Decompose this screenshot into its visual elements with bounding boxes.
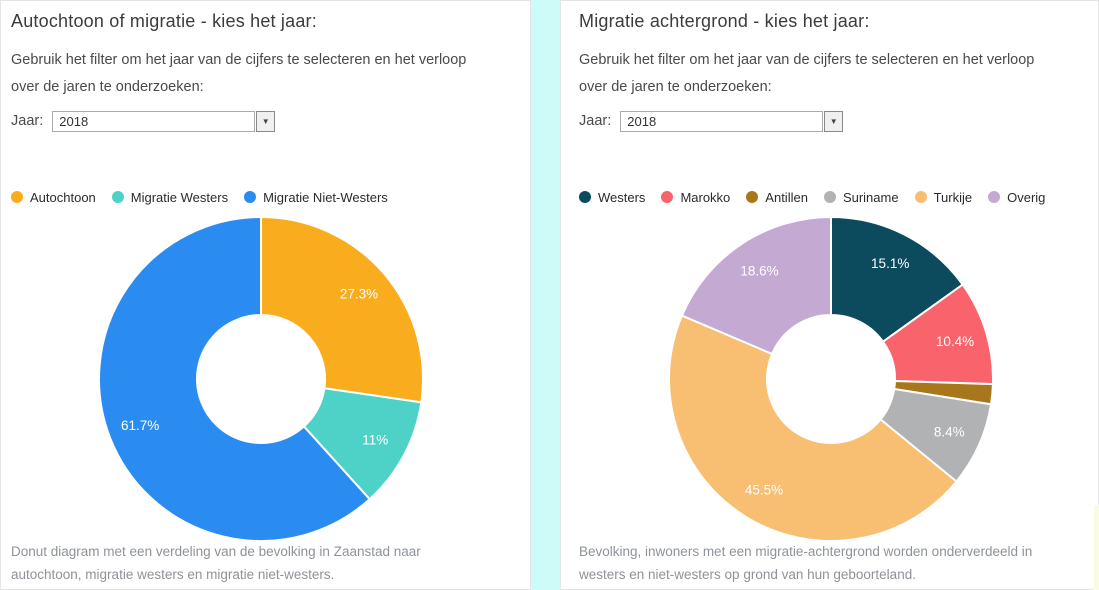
legend-label: Westers [598, 189, 646, 205]
slice-label-westers: 15.1% [871, 256, 909, 271]
donut-slice-migratie-niet-westers[interactable] [98, 215, 372, 542]
legend-item-overig[interactable]: Overig [988, 190, 1045, 205]
legend-label: Migratie Niet-Westers [263, 189, 388, 205]
legend-item-autochtoon[interactable]: Autochtoon [11, 190, 96, 205]
slice-label-suriname: 8.4% [934, 425, 965, 440]
legend-color-dot [823, 191, 836, 203]
chart-legend: Westers Marokko Antillen Suriname Turkije Ove… [579, 189, 1078, 205]
year-select-value[interactable]: 2018 [620, 110, 824, 132]
legend-color-dot [244, 191, 257, 203]
chevron-down-icon[interactable]: ▼ [824, 110, 844, 132]
panel-autochtoon-migratie: Autochtoon of migratie - kies het jaar: … [0, 0, 531, 590]
legend-color-dot [661, 191, 674, 203]
chevron-down-icon[interactable]: ▼ [256, 110, 276, 132]
slice-label-migratie-niet-westers: 61.7% [121, 418, 159, 433]
chart-caption: Donut diagram met een verdeling van de b… [11, 544, 421, 582]
legend-label: Overig [1007, 189, 1046, 205]
year-select[interactable]: 2018 ▼ [620, 110, 844, 132]
year-filter-row: Jaar: 2018 ▼ [11, 110, 510, 132]
slice-label-migratie-westers: 11% [362, 433, 388, 448]
legend-label: Suriname [842, 189, 899, 205]
legend-color-dot [111, 191, 124, 203]
legend-item-migratie-niet-westers[interactable]: Migratie Niet-Westers [244, 190, 388, 205]
legend-color-dot [11, 191, 23, 203]
year-select-value[interactable]: 2018 [52, 110, 256, 132]
legend-item-suriname[interactable]: Suriname [823, 189, 899, 205]
donut-chart-achtergrond: 15.1% 10.4% 8.4% 45.5% 18.6% [668, 215, 994, 542]
slice-label-autochtoon: 27.3% [340, 287, 378, 302]
year-select[interactable]: 2018 ▼ [52, 110, 276, 132]
adjacent-panel-edge [1094, 505, 1099, 590]
legend-color-dot [988, 191, 1001, 203]
page-title: Migratie achtergrond - kies het jaar: [579, 11, 870, 31]
legend-color-dot [914, 191, 927, 203]
slice-label-overig: 18.6% [740, 263, 778, 278]
legend-label: Autochtoon [30, 189, 96, 205]
legend-color-dot [579, 191, 591, 203]
panel-description: Gebruik het filter om het jaar van de ci… [11, 52, 467, 95]
chart-caption: Bevolking, inwoners met een migratie-ach… [579, 544, 1033, 582]
donut-chart-autochtoon: 27.3% 11% 61.7% [98, 215, 424, 542]
legend-label: Antillen [765, 189, 808, 205]
legend-item-antillen[interactable]: Antillen [746, 190, 808, 205]
donut-slice-westers[interactable] [830, 215, 965, 344]
donut-slice-turkije[interactable] [668, 314, 958, 542]
legend-item-westers[interactable]: Westers [579, 190, 645, 205]
legend-color-dot [746, 191, 759, 203]
year-filter-row: Jaar: 2018 ▼ [579, 110, 1078, 132]
panel-migratie-achtergrond: Migratie achtergrond - kies het jaar: Ge… [560, 0, 1099, 590]
legend-item-marokko[interactable]: Marokko [661, 190, 730, 205]
donut-slice-overig[interactable] [680, 215, 832, 356]
legend-item-migratie-westers[interactable]: Migratie Westers [111, 189, 229, 205]
year-filter-label: Jaar: [579, 113, 612, 129]
page-title: Autochtoon of migratie - kies het jaar: [11, 11, 317, 31]
legend-item-turkije[interactable]: Turkije [914, 189, 973, 205]
slice-label-marokko: 10.4% [936, 334, 974, 349]
year-filter-label: Jaar: [11, 113, 44, 129]
legend-label: Marokko [680, 189, 731, 205]
legend-label: Migratie Westers [130, 189, 229, 205]
legend-label: Turkije [933, 189, 973, 205]
chart-legend: Autochtoon Migratie Westers Migratie Niet-… [11, 189, 510, 205]
donut-slice-autochtoon[interactable] [260, 215, 424, 404]
slice-label-turkije: 45.5% [745, 482, 783, 497]
page-divider [531, 0, 560, 590]
panel-description: Gebruik het filter om het jaar van de ci… [579, 52, 1035, 95]
